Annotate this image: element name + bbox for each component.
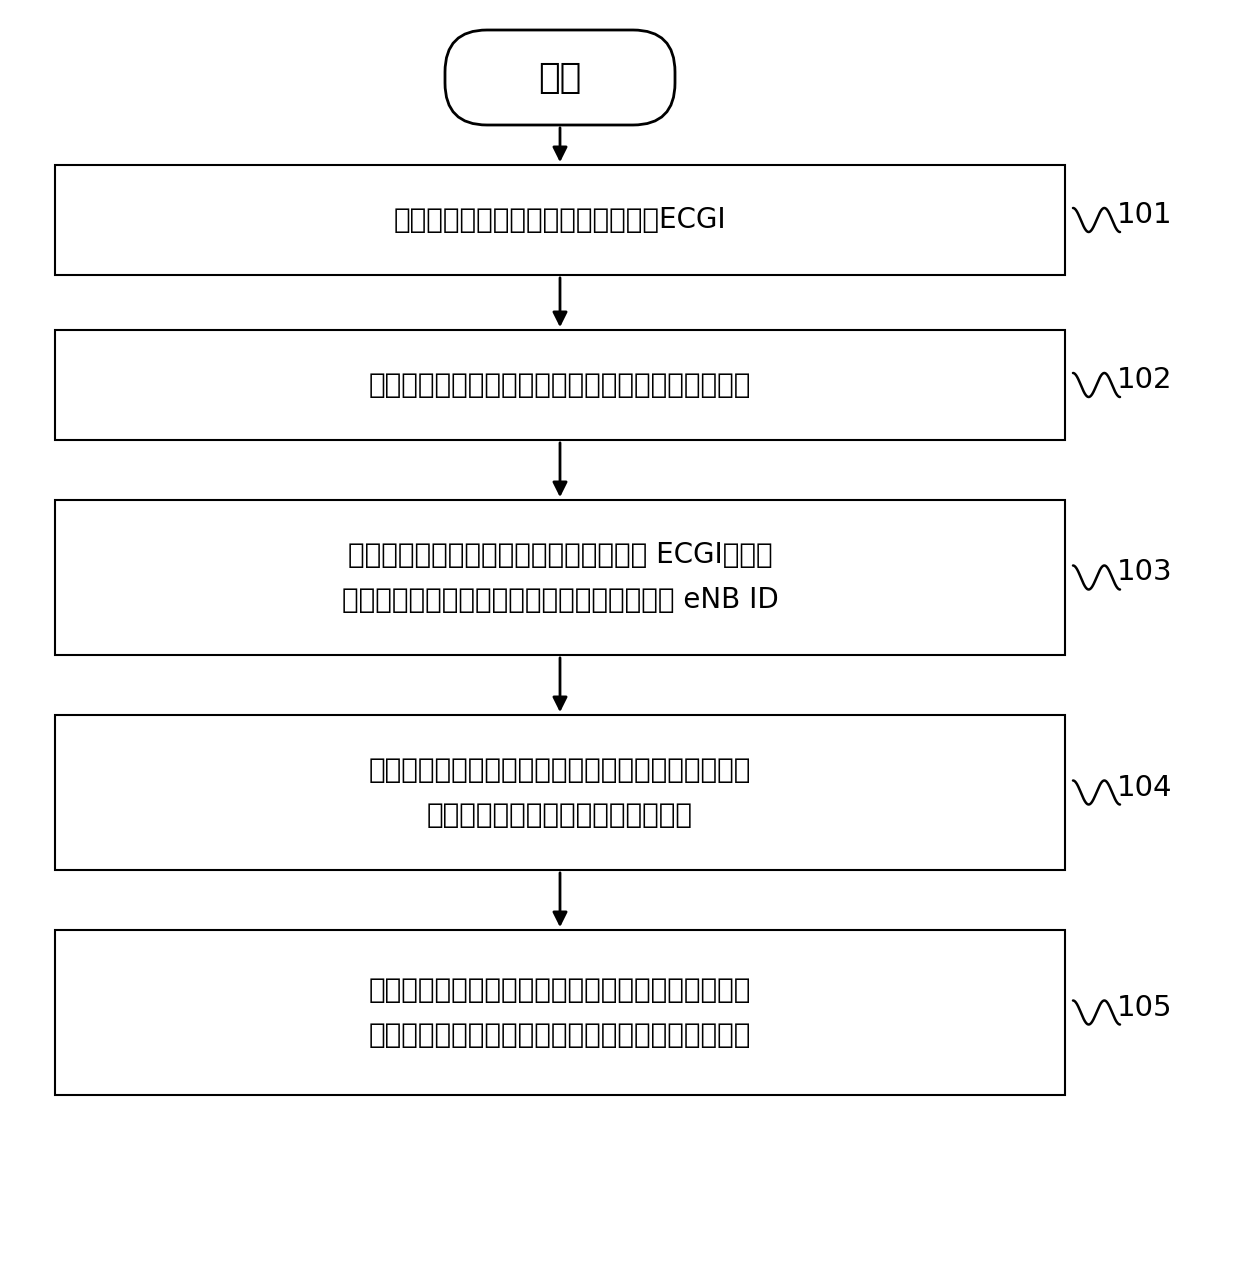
Text: 105: 105 bbox=[1117, 994, 1173, 1021]
Text: 源基站接收到终端侧发送的邻小区的ECGI: 源基站接收到终端侧发送的邻小区的ECGI bbox=[393, 206, 727, 235]
FancyBboxPatch shape bbox=[55, 501, 1065, 654]
Text: 核心网向源基站反馈地址识别结果，源基站基于地址
识别结果确定并保存邻小区所属的邻基站的基站标识: 核心网向源基站反馈地址识别结果，源基站基于地址 识别结果确定并保存邻小区所属的邻… bbox=[368, 976, 751, 1049]
FancyBboxPatch shape bbox=[55, 330, 1065, 440]
Text: 102: 102 bbox=[1117, 366, 1173, 393]
Text: 103: 103 bbox=[1117, 559, 1173, 586]
FancyBboxPatch shape bbox=[55, 931, 1065, 1095]
Text: 开始: 开始 bbox=[538, 61, 582, 95]
FancyBboxPatch shape bbox=[55, 715, 1065, 870]
Text: 101: 101 bbox=[1117, 200, 1173, 230]
Text: 源基站向核心网发送携带有基本基站标识、扩展基站
标识和识别请求信息的地址识别消息: 源基站向核心网发送携带有基本基站标识、扩展基站 标识和识别请求信息的地址识别消息 bbox=[368, 755, 751, 830]
FancyBboxPatch shape bbox=[55, 165, 1065, 275]
Text: 如果是，则源基站根据预设的配置信息从 ECGI中提取
出由基本基站标识和扩展基站标识组成的第一 eNB ID: 如果是，则源基站根据预设的配置信息从 ECGI中提取 出由基本基站标识和扩展基站… bbox=[342, 541, 779, 614]
FancyBboxPatch shape bbox=[445, 30, 675, 125]
Text: 源基站判断是否被配置为开启灵活基站标识识别模式: 源基站判断是否被配置为开启灵活基站标识识别模式 bbox=[368, 371, 751, 398]
Text: 104: 104 bbox=[1117, 773, 1173, 802]
